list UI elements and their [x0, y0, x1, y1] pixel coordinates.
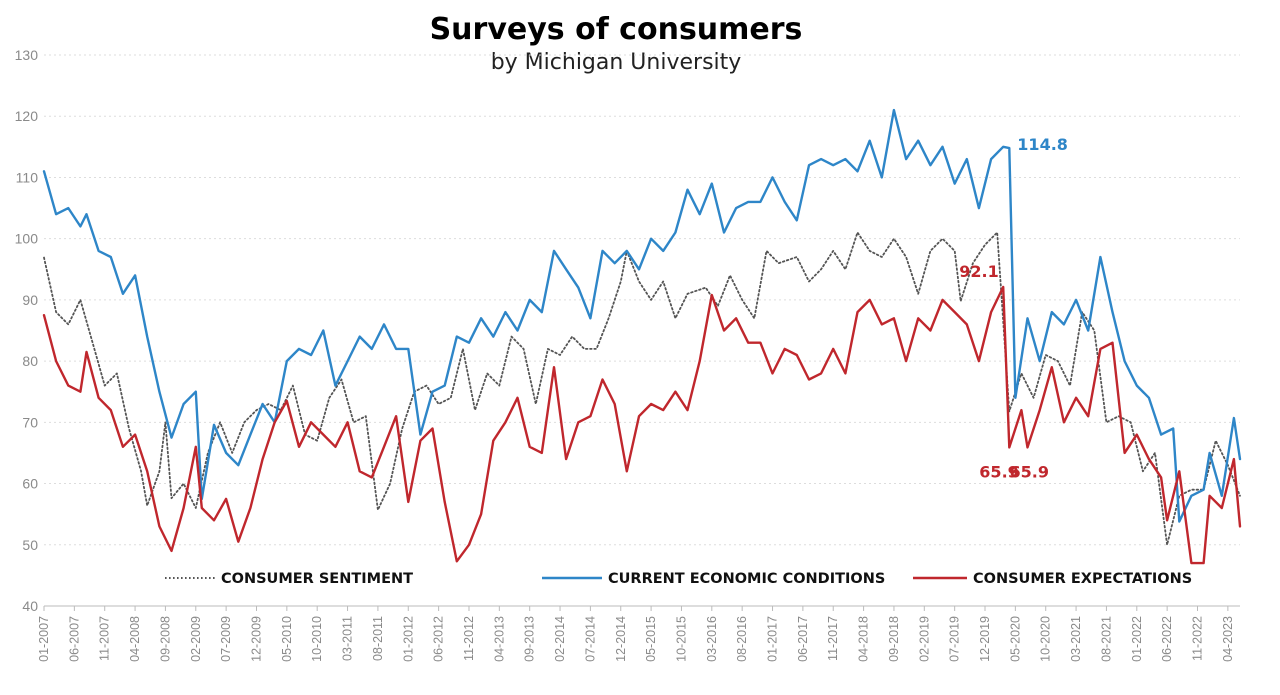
x-tick-label: 09-2013 — [523, 616, 537, 662]
x-axis: 01-2007 06-2007 11-2007 04-2008 09-2008 02-20… — [37, 605, 1240, 662]
x-tick-label: 04-2013 — [492, 616, 506, 662]
legend-label-consumer-expectations: CONSUMER EXPECTATIONS — [973, 571, 1192, 587]
legend-label-current-economic-conditions: CURRENT ECONOMIC CONDITIONS — [608, 571, 885, 587]
y-tick-label: 90 — [22, 292, 38, 308]
annotations: 114.8 92.1 65.965.9 — [959, 135, 1068, 481]
x-tick-label: 04-2018 — [857, 616, 871, 662]
x-tick-label: 09-2018 — [887, 616, 901, 662]
x-tick-label: 02-2019 — [917, 616, 931, 662]
x-tick-label: 07-2019 — [948, 616, 962, 662]
x-tick-label: 11-2017 — [826, 616, 840, 661]
x-tick-label: 03-2021 — [1069, 616, 1083, 662]
x-tick-label: 05-2020 — [1008, 616, 1022, 662]
annotation-label: 65.9 — [1010, 462, 1049, 481]
x-tick-label: 11-2012 — [462, 616, 476, 661]
x-tick-label: 02-2014 — [553, 616, 567, 662]
x-tick-label: 07-2014 — [583, 616, 597, 662]
x-tick-label: 06-2007 — [67, 616, 81, 662]
x-tick-label: 09-2008 — [158, 616, 172, 662]
x-tick-label: 01-2012 — [401, 616, 415, 662]
annotation-label: 65.9 — [979, 462, 1018, 481]
series-line-expectations — [42, 285, 1242, 565]
series-group — [42, 108, 1242, 565]
x-tick-label: 05-2015 — [644, 616, 658, 662]
legend: CONSUMER SENTIMENT CURRENT ECONOMIC COND… — [165, 571, 1192, 587]
x-tick-label: 04-2008 — [128, 616, 142, 662]
chart-title: Surveys of consumers — [430, 12, 803, 47]
y-tick-label: 100 — [15, 231, 39, 247]
x-tick-label: 04-2023 — [1221, 616, 1235, 662]
legend-label-consumer-sentiment: CONSUMER SENTIMENT — [221, 571, 413, 587]
x-tick-label: 12-2009 — [249, 616, 263, 662]
y-tick-label: 60 — [22, 476, 38, 492]
x-tick-label: 11-2007 — [98, 616, 112, 661]
x-tick-label: 07-2009 — [219, 616, 233, 662]
series-line-current — [42, 108, 1242, 523]
chart-subtitle: by Michigan University — [491, 50, 742, 75]
y-tick-label: 40 — [22, 598, 38, 614]
x-tick-label: 01-2022 — [1130, 616, 1144, 662]
x-tick-label: 10-2020 — [1039, 616, 1053, 662]
y-tick-label: 50 — [22, 537, 38, 553]
x-tick-label: 03-2011 — [341, 616, 355, 661]
y-tick-label: 130 — [15, 47, 39, 63]
x-tick-label: 11-2022 — [1191, 616, 1205, 661]
x-tick-label: 08-2011 — [371, 616, 385, 661]
y-tick-label: 120 — [15, 108, 39, 124]
grid — [44, 54, 1240, 546]
y-tick-label: 110 — [16, 169, 39, 185]
series-line-sentiment — [43, 231, 1241, 546]
x-tick-label: 12-2014 — [614, 616, 628, 662]
x-tick-label: 05-2010 — [280, 616, 294, 662]
x-tick-label: 02-2009 — [189, 616, 203, 662]
x-tick-label: 08-2016 — [735, 616, 749, 662]
x-tick-label: 08-2021 — [1099, 616, 1113, 662]
x-tick-label: 10-2010 — [310, 616, 324, 662]
y-axis: 40 50 60 70 80 90 100 110 120 130 — [15, 47, 39, 614]
y-tick-label: 80 — [22, 353, 38, 369]
x-tick-label: 10-2015 — [674, 616, 688, 662]
x-tick-label: 06-2017 — [796, 616, 810, 662]
x-tick-label: 01-2007 — [37, 616, 51, 662]
x-tick-label: 01-2017 — [766, 616, 780, 662]
annotation-label: 114.8 — [1017, 135, 1068, 154]
x-tick-label: 03-2016 — [705, 616, 719, 662]
annotation-label: 92.1 — [959, 262, 998, 281]
x-tick-label: 06-2012 — [432, 616, 446, 662]
x-tick-label: 06-2022 — [1160, 616, 1174, 662]
x-tick-label: 12-2019 — [978, 616, 992, 662]
y-tick-label: 70 — [22, 414, 38, 430]
